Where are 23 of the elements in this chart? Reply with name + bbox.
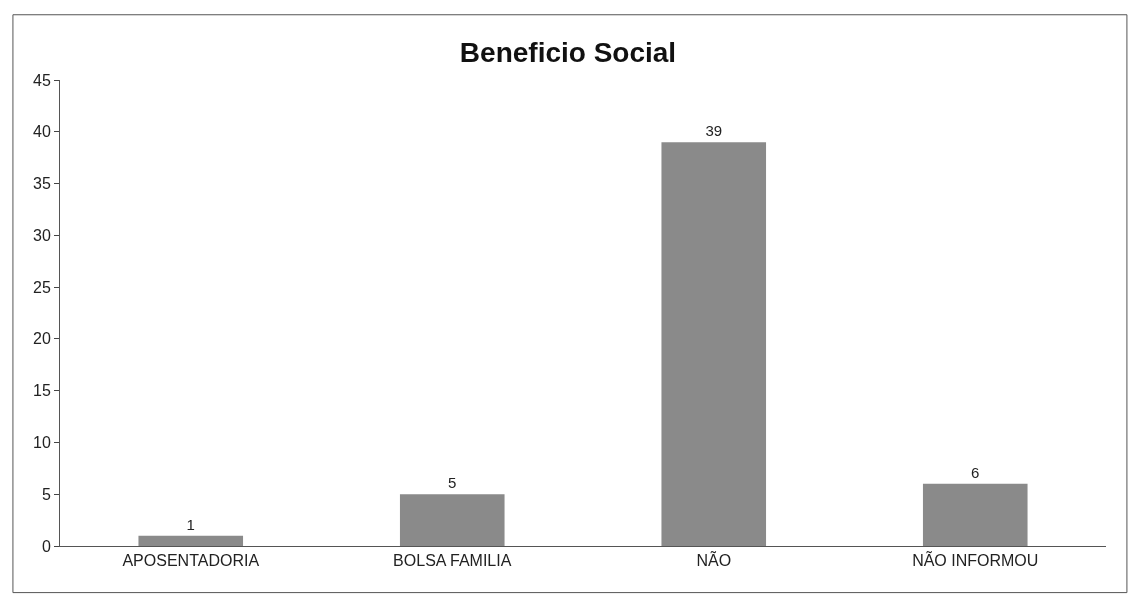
x-tick-label: NÃO INFORMOU [912,550,1039,570]
y-tick-label: 35 [33,175,51,193]
x-tick-label: BOLSA FAMILIA [393,552,512,570]
y-tick-label: 25 [33,278,51,296]
y-tick-label: 45 [33,71,51,89]
y-tick-label: 20 [33,330,51,348]
y-tick-label: 5 [41,485,51,503]
data-label: 6 [971,463,980,481]
x-tick-label: APOSENTADORIA [122,552,260,570]
bar [661,142,767,546]
x-tick-label: NÃO [696,550,732,570]
chart-title: Beneficio Social [459,37,677,69]
y-tick-label: 15 [33,382,51,400]
bar [138,535,244,546]
bar [399,494,505,546]
data-label: 5 [448,474,457,492]
data-label: 39 [705,122,723,140]
data-label: 1 [186,515,195,533]
y-tick-label: 0 [41,537,51,555]
y-tick-label: 30 [33,226,51,244]
bar [922,483,1028,546]
y-tick-label: 40 [33,123,51,141]
y-tick-label: 10 [33,434,51,452]
